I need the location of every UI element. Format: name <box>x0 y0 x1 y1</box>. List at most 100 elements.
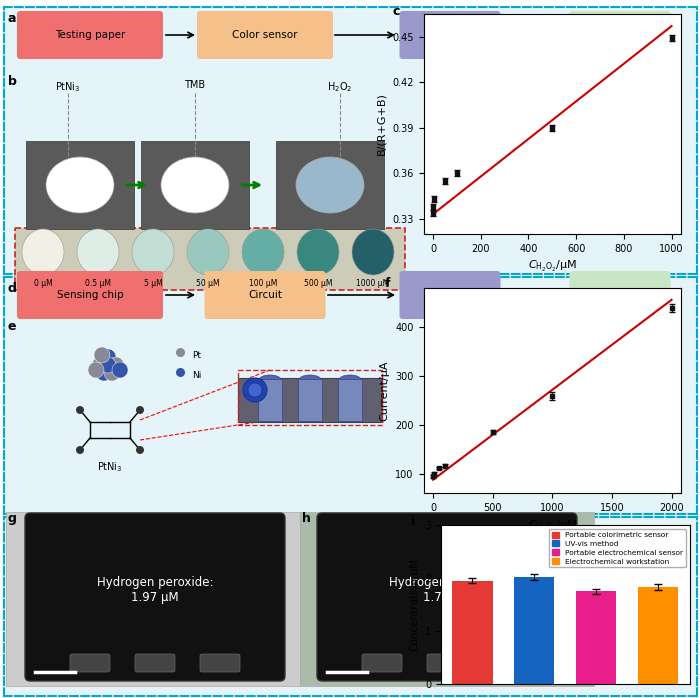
FancyBboxPatch shape <box>338 379 362 421</box>
FancyBboxPatch shape <box>26 141 134 229</box>
Text: Testing paper: Testing paper <box>55 30 125 40</box>
Text: 1000 μM: 1000 μM <box>356 279 390 288</box>
Ellipse shape <box>259 375 281 385</box>
Bar <box>576 591 616 684</box>
Circle shape <box>248 383 262 397</box>
Text: f: f <box>385 277 391 290</box>
X-axis label: $C_{\mathrm{H_2O_2}}$/μM: $C_{\mathrm{H_2O_2}}$/μM <box>528 259 577 274</box>
Text: M5stack: M5stack <box>428 30 472 40</box>
FancyBboxPatch shape <box>438 578 552 642</box>
FancyBboxPatch shape <box>197 11 333 59</box>
Text: 0 μM: 0 μM <box>34 279 52 288</box>
Text: TMB: TMB <box>184 80 206 90</box>
Ellipse shape <box>161 157 229 213</box>
Circle shape <box>136 406 144 414</box>
Ellipse shape <box>297 229 339 275</box>
Text: c: c <box>393 5 400 18</box>
Ellipse shape <box>77 229 119 275</box>
FancyBboxPatch shape <box>135 654 175 672</box>
Ellipse shape <box>46 157 114 213</box>
Ellipse shape <box>352 229 394 275</box>
FancyBboxPatch shape <box>17 271 163 319</box>
Ellipse shape <box>132 229 174 275</box>
Text: i: i <box>411 515 415 528</box>
FancyBboxPatch shape <box>200 654 240 672</box>
Circle shape <box>243 378 267 402</box>
Point <box>174 366 186 378</box>
FancyBboxPatch shape <box>276 141 384 229</box>
Circle shape <box>112 362 128 378</box>
Text: 5 μM: 5 μM <box>144 279 162 288</box>
Bar <box>452 581 493 684</box>
Text: Sensing chip: Sensing chip <box>57 290 123 300</box>
Text: Screen: Screen <box>602 290 638 300</box>
Circle shape <box>100 349 116 365</box>
Y-axis label: Concentration/μM: Concentration/μM <box>410 558 419 651</box>
Text: Pt: Pt <box>192 352 201 360</box>
Ellipse shape <box>242 229 284 275</box>
FancyBboxPatch shape <box>300 512 594 686</box>
Y-axis label: Current/μA: Current/μA <box>379 360 390 421</box>
X-axis label: $C_{\mathrm{H_2O_2}}$/μM: $C_{\mathrm{H_2O_2}}$/μM <box>528 519 577 534</box>
FancyBboxPatch shape <box>258 379 282 421</box>
Text: 50 μM: 50 μM <box>196 279 220 288</box>
Text: Ni: Ni <box>192 371 202 380</box>
Text: d: d <box>8 282 17 295</box>
Circle shape <box>94 347 110 363</box>
FancyBboxPatch shape <box>427 654 467 672</box>
Text: b: b <box>8 75 17 88</box>
FancyBboxPatch shape <box>298 379 322 421</box>
FancyBboxPatch shape <box>400 271 500 319</box>
Text: Hydrogen peroxide:
1.97 μM: Hydrogen peroxide: 1.97 μM <box>97 576 214 604</box>
Text: Hydrogen peroxide:
1.77 μM: Hydrogen peroxide: 1.77 μM <box>389 576 505 604</box>
Ellipse shape <box>339 375 361 385</box>
Text: a: a <box>8 12 17 25</box>
Circle shape <box>76 406 84 414</box>
Circle shape <box>92 357 108 373</box>
Circle shape <box>104 365 120 381</box>
FancyBboxPatch shape <box>492 654 532 672</box>
Text: e: e <box>8 320 17 333</box>
Text: PtNi$_3$: PtNi$_3$ <box>55 80 80 94</box>
Ellipse shape <box>296 157 364 213</box>
Text: 100 μM: 100 μM <box>248 279 277 288</box>
FancyBboxPatch shape <box>570 11 671 59</box>
Ellipse shape <box>22 229 64 275</box>
FancyBboxPatch shape <box>204 271 326 319</box>
Text: M5stack: M5stack <box>428 290 472 300</box>
FancyBboxPatch shape <box>570 271 671 319</box>
Bar <box>15 228 405 290</box>
FancyBboxPatch shape <box>400 11 500 59</box>
Circle shape <box>136 446 144 454</box>
Text: H$_2$O$_2$: H$_2$O$_2$ <box>328 80 353 94</box>
FancyBboxPatch shape <box>70 654 110 672</box>
FancyBboxPatch shape <box>141 141 249 229</box>
FancyBboxPatch shape <box>362 654 402 672</box>
Ellipse shape <box>299 375 321 385</box>
Legend: Portable colorimetric sensor, UV-vis method, Portable electrochemical sensor, El: Portable colorimetric sensor, UV-vis met… <box>549 528 686 567</box>
Bar <box>638 587 678 684</box>
Bar <box>238 370 382 425</box>
FancyBboxPatch shape <box>317 513 577 681</box>
Point <box>174 346 186 357</box>
Circle shape <box>96 365 112 381</box>
Text: 500 μM: 500 μM <box>304 279 332 288</box>
FancyBboxPatch shape <box>6 512 300 686</box>
Text: Circuit: Circuit <box>248 290 282 300</box>
FancyBboxPatch shape <box>25 513 285 681</box>
Ellipse shape <box>187 229 229 275</box>
Text: Color sensor: Color sensor <box>232 30 298 40</box>
Y-axis label: B/(R+G+B): B/(R+G+B) <box>377 92 386 156</box>
Circle shape <box>88 362 104 378</box>
Text: h: h <box>302 512 311 525</box>
Circle shape <box>76 446 84 454</box>
Text: 0.5 μM: 0.5 μM <box>85 279 111 288</box>
Text: Screen: Screen <box>602 30 638 40</box>
Text: g: g <box>8 512 17 525</box>
FancyBboxPatch shape <box>238 378 382 422</box>
Text: PtNi$_3$: PtNi$_3$ <box>97 460 122 474</box>
Circle shape <box>108 357 124 373</box>
Bar <box>514 577 554 684</box>
Circle shape <box>100 357 116 373</box>
FancyBboxPatch shape <box>17 11 163 59</box>
